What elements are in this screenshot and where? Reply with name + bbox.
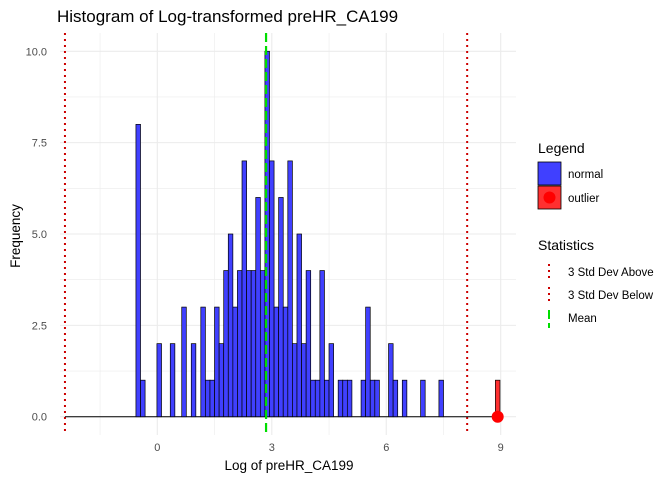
normal-bar xyxy=(374,379,380,418)
normal-bar xyxy=(200,306,206,418)
x-axis-ticks: 0 3 6 9 xyxy=(154,442,504,454)
legend-key-normal xyxy=(537,161,562,186)
normal-bar xyxy=(337,379,344,418)
reference-lines xyxy=(63,33,469,435)
normal-bar xyxy=(310,379,316,418)
x-tick-label: 9 xyxy=(498,442,504,454)
statistics-legend-title: Statistics xyxy=(538,237,594,253)
normal-bar xyxy=(223,270,229,418)
normal-bar xyxy=(342,379,348,418)
y-tick-label: 10.0 xyxy=(26,46,47,58)
normal-bar xyxy=(292,343,298,418)
x-tick-label: 6 xyxy=(383,442,389,454)
statistics-label: Mean xyxy=(568,313,597,325)
normal-bar xyxy=(205,379,211,418)
normal-bar xyxy=(369,379,376,418)
normal-bar xyxy=(214,306,220,418)
normal-bar xyxy=(190,343,197,418)
x-tick-label: 3 xyxy=(269,442,275,454)
normal-bar xyxy=(392,379,399,418)
x-axis-title: Log of preHR_CA199 xyxy=(224,458,353,473)
statistics-label: 3 Std Dev Above xyxy=(568,267,654,279)
legend-label-normal: normal xyxy=(568,169,603,181)
normal-bar xyxy=(305,270,312,418)
normal-bar xyxy=(420,379,426,418)
outlier-points xyxy=(491,410,504,423)
legend-key-point xyxy=(543,191,556,204)
normal-bar xyxy=(209,379,215,418)
y-tick-label: 7.5 xyxy=(32,138,47,150)
normal-bar xyxy=(135,124,141,418)
normal-bar xyxy=(388,343,394,418)
y-axis-ticks: 0.0 2.5 5.0 7.5 10.0 xyxy=(26,46,47,423)
normal-bar xyxy=(255,197,261,418)
x-tick-label: 0 xyxy=(154,442,160,454)
normal-bar xyxy=(324,379,330,418)
legend-label-outlier: outlier xyxy=(568,193,599,205)
normal-bar xyxy=(169,343,176,418)
normal-bar xyxy=(218,343,225,418)
normal-bar xyxy=(328,343,334,418)
normal-bar xyxy=(278,197,284,418)
outlier-point xyxy=(491,410,504,423)
normal-bar xyxy=(250,270,257,418)
normal-bar xyxy=(301,343,307,418)
normal-bar xyxy=(346,379,353,418)
normal-bar xyxy=(181,306,187,418)
normal-bar xyxy=(246,270,252,418)
histogram-bars xyxy=(64,50,501,418)
normal-bar xyxy=(156,343,162,418)
legend-title: Legend xyxy=(538,140,585,156)
normal-bar xyxy=(438,379,444,418)
normal-bar xyxy=(319,270,325,418)
y-axis-title: Frequency xyxy=(8,204,23,268)
y-tick-label: 2.5 xyxy=(32,320,47,332)
normal-bar xyxy=(227,233,234,418)
normal-bar xyxy=(282,306,289,418)
fill-legend: Legend normal outlier xyxy=(537,140,603,210)
normal-bar xyxy=(401,379,408,418)
normal-bar xyxy=(232,306,238,418)
normal-bar xyxy=(269,160,275,418)
normal-bar xyxy=(237,270,243,418)
chart-title: Histogram of Log-transformed preHR_CA199 xyxy=(57,7,398,26)
normal-bar xyxy=(241,160,247,418)
statistics-legend: Statistics 3 Std Dev Above 3 Std Dev Belo… xyxy=(538,237,654,328)
normal-bar xyxy=(287,160,293,418)
normal-bar xyxy=(140,379,146,418)
y-tick-label: 0.0 xyxy=(32,412,47,424)
normal-bar xyxy=(296,233,302,418)
normal-bar xyxy=(360,379,367,418)
y-tick-label: 5.0 xyxy=(32,229,47,241)
normal-bar xyxy=(273,306,280,418)
normal-bar xyxy=(259,270,266,418)
normal-bar xyxy=(365,306,371,418)
normal-bar xyxy=(314,379,321,418)
statistics-label: 3 Std Dev Below xyxy=(568,290,654,302)
